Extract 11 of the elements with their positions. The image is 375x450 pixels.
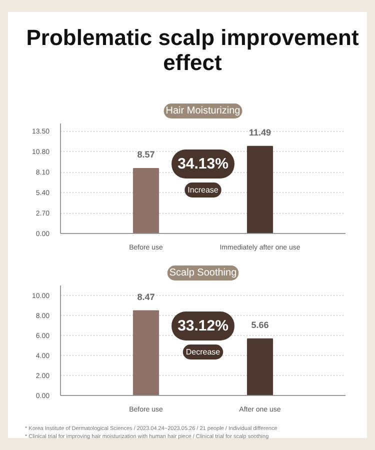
annotation: Decrease: [186, 348, 221, 356]
data-label: 5.66: [251, 320, 269, 330]
chart-subtitle: Hair Moisturizing: [166, 106, 240, 116]
annotation: 33.12%: [178, 318, 228, 334]
chart-title: Scalp Soothing: [169, 268, 237, 278]
chart-title: Problematic scalp improvement effect: [25, 25, 360, 75]
data-label: 11.49: [248, 127, 272, 138]
annotation: Increase: [188, 186, 219, 194]
data-label: 8.47: [137, 292, 155, 302]
annotation: 34.13%: [178, 156, 228, 172]
data-label: 8.57: [137, 149, 155, 160]
